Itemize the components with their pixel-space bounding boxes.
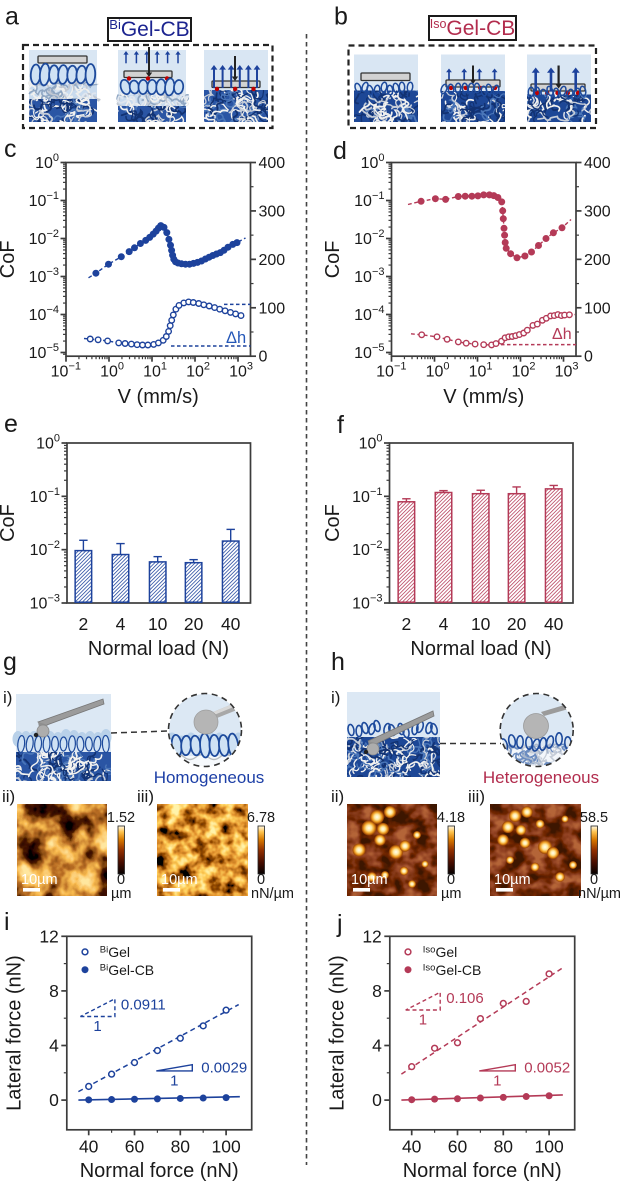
svg-text:100: 100 [534, 1136, 563, 1156]
svg-text:j: j [336, 910, 343, 938]
svg-text:4: 4 [372, 1036, 382, 1056]
svg-text:400: 400 [584, 155, 611, 172]
svg-text:nN/µm: nN/µm [251, 886, 294, 902]
svg-text:0.0052: 0.0052 [524, 1059, 570, 1076]
svg-text:40: 40 [402, 1136, 422, 1156]
svg-text:h: h [331, 648, 345, 676]
svg-text:Heterogeneous: Heterogeneous [483, 768, 599, 787]
svg-text:Normal force (nN): Normal force (nN) [80, 1160, 239, 1182]
svg-text:100: 100 [259, 300, 286, 317]
svg-text:BiGel-CB: BiGel-CB [100, 962, 154, 978]
svg-text:1: 1 [493, 1072, 501, 1089]
svg-text:0: 0 [257, 872, 265, 888]
svg-text:10µm: 10µm [351, 872, 388, 888]
svg-text:d: d [333, 137, 347, 165]
svg-text:BiGel-CB: BiGel-CB [109, 17, 189, 41]
svg-text:g: g [3, 648, 17, 676]
svg-text:300: 300 [259, 203, 286, 220]
svg-text:8: 8 [49, 981, 59, 1001]
svg-text:a: a [5, 3, 19, 31]
svg-text:80: 80 [171, 1136, 191, 1156]
svg-text:0.0911: 0.0911 [121, 997, 166, 1014]
svg-text:Normal force (nN): Normal force (nN) [403, 1160, 562, 1182]
svg-text:2: 2 [79, 614, 89, 634]
svg-text:4.18: 4.18 [437, 810, 465, 826]
svg-text:12: 12 [362, 926, 381, 946]
svg-text:Homogeneous: Homogeneous [154, 768, 265, 787]
svg-text:i: i [4, 908, 10, 936]
svg-text:4: 4 [439, 614, 449, 634]
svg-text:0: 0 [117, 872, 125, 888]
svg-text:i): i) [3, 688, 12, 707]
svg-text:100: 100 [211, 1136, 240, 1156]
svg-text:b: b [334, 3, 348, 31]
svg-text:BiGel: BiGel [100, 944, 130, 960]
svg-text:CoF: CoF [0, 240, 19, 278]
svg-text:40: 40 [79, 1136, 99, 1156]
svg-text:8: 8 [372, 981, 382, 1001]
svg-text:2: 2 [402, 614, 412, 634]
svg-text:IsoGel-CB: IsoGel-CB [430, 17, 516, 40]
svg-text:300: 300 [584, 203, 611, 220]
svg-text:80: 80 [494, 1136, 514, 1156]
svg-text:200: 200 [259, 252, 286, 269]
svg-text:ii): ii) [2, 787, 15, 806]
svg-text:20: 20 [184, 614, 204, 634]
svg-text:20: 20 [507, 614, 527, 634]
svg-text:IsoGel-CB: IsoGel-CB [423, 962, 482, 978]
svg-text:200: 200 [584, 252, 611, 269]
svg-text:400: 400 [259, 155, 286, 172]
svg-text:58.5: 58.5 [580, 810, 608, 826]
svg-text:V (mm/s): V (mm/s) [118, 386, 199, 408]
svg-text:0: 0 [372, 1090, 382, 1110]
svg-text:iii): iii) [468, 787, 485, 806]
svg-text:6.78: 6.78 [247, 810, 275, 826]
svg-text:Normal load (N): Normal load (N) [88, 638, 229, 660]
svg-text:0.106: 0.106 [446, 990, 484, 1007]
svg-text:nN/µm: nN/µm [578, 886, 621, 902]
svg-text:4: 4 [116, 614, 126, 634]
svg-text:ii): ii) [331, 787, 344, 806]
svg-text:10: 10 [148, 614, 168, 634]
svg-text:Lateral force (nN): Lateral force (nN) [327, 955, 349, 1111]
svg-text:iii): iii) [137, 787, 154, 806]
svg-text:40: 40 [544, 614, 564, 634]
svg-text:0: 0 [590, 872, 598, 888]
svg-text:0: 0 [259, 349, 268, 366]
svg-text:1: 1 [93, 1018, 101, 1035]
svg-text:12: 12 [39, 926, 58, 946]
svg-text:i): i) [331, 688, 340, 707]
svg-text:4: 4 [49, 1036, 59, 1056]
svg-text:Normal load (N): Normal load (N) [410, 638, 551, 660]
svg-text:Lateral force (nN): Lateral force (nN) [4, 955, 26, 1111]
svg-text:Δh: Δh [552, 326, 572, 343]
svg-text:10µm: 10µm [494, 872, 531, 888]
svg-text:V (mm/s): V (mm/s) [443, 386, 524, 408]
svg-text:10µm: 10µm [161, 872, 198, 888]
svg-text:40: 40 [221, 614, 241, 634]
svg-text:f: f [337, 411, 344, 439]
svg-text:e: e [4, 410, 18, 438]
svg-text:60: 60 [448, 1136, 468, 1156]
svg-text:0: 0 [447, 872, 455, 888]
svg-text:10: 10 [471, 614, 491, 634]
svg-text:µm: µm [441, 886, 461, 902]
svg-text:CoF: CoF [0, 504, 19, 542]
svg-text:0: 0 [49, 1090, 59, 1110]
svg-text:c: c [4, 135, 17, 163]
svg-text:100: 100 [584, 300, 611, 317]
svg-text:IsoGel: IsoGel [423, 944, 457, 960]
svg-text:1: 1 [419, 1012, 427, 1029]
svg-text:Δh: Δh [226, 329, 246, 347]
svg-text:10µm: 10µm [21, 872, 58, 888]
svg-text:60: 60 [125, 1136, 145, 1156]
svg-text:CoF: CoF [322, 240, 344, 278]
svg-text:µm: µm [111, 886, 131, 902]
svg-text:0: 0 [584, 349, 593, 366]
svg-text:1: 1 [170, 1072, 178, 1089]
svg-text:CoF: CoF [322, 504, 344, 542]
svg-text:0.0029: 0.0029 [201, 1059, 247, 1076]
svg-text:1.52: 1.52 [107, 810, 135, 826]
